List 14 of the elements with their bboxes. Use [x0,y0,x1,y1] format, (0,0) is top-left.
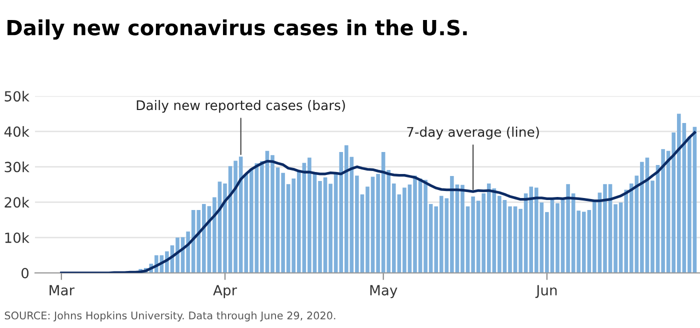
y-tick-label: 30k [4,162,30,172]
y-tick-label: 20k [4,196,30,208]
annotation: 7-day average (line) [407,126,539,140]
source-note: SOURCE: Johns Hopkins University. Data through June 29, 2020. [4,311,336,322]
annotation: Daily new reported cases (bars) [136,100,345,113]
x-tick-label: Jun [535,285,557,298]
x-tick-label: Apr [213,285,238,298]
y-tick-label: 50k [4,90,30,102]
y-tick-label: 40k [4,126,30,137]
y-tick-label: 0 [22,268,29,278]
x-tick-label: May [370,285,398,298]
chart-title: Daily new coronavirus cases in the U.S. [8,19,467,40]
y-tick-label: 10k [5,232,30,244]
x-tick-label: Mar [50,285,74,296]
